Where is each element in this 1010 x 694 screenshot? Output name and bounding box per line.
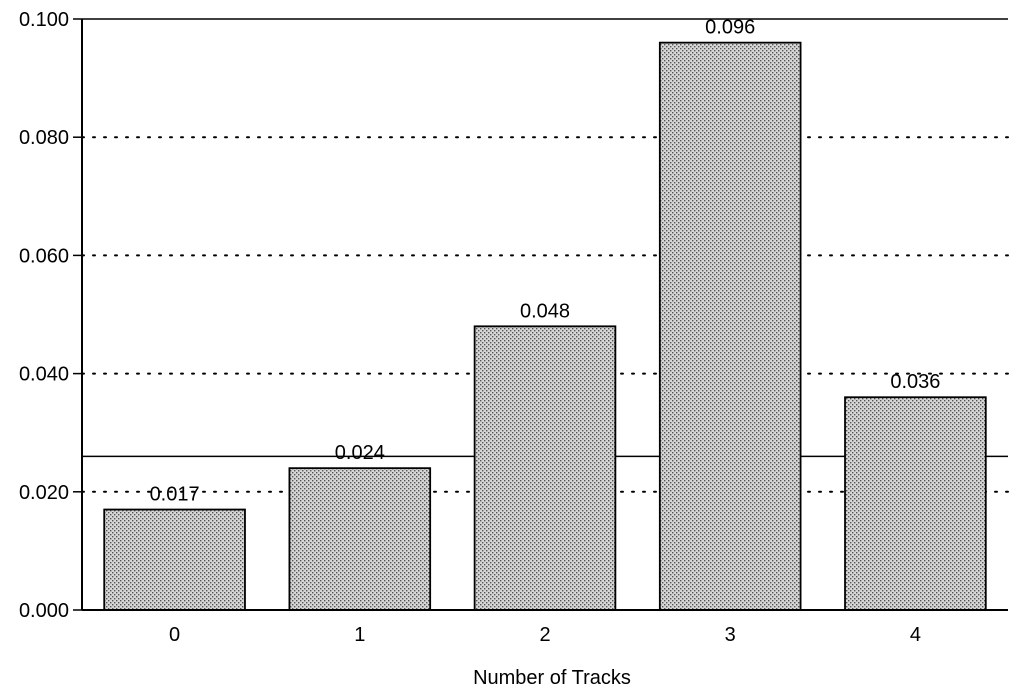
bar — [473, 325, 617, 611]
y-tick-label: 0.080 — [19, 127, 69, 149]
bar — [844, 396, 987, 611]
bar-value-label: 0.024 — [335, 442, 385, 464]
axes — [73, 18, 1008, 611]
bar-value-label: 0.096 — [705, 17, 755, 39]
y-tick-label: 0.000 — [19, 600, 69, 622]
x-tick-label: 1 — [354, 624, 365, 646]
y-tick-label: 0.100 — [19, 9, 69, 31]
bar-value-label: 0.017 — [150, 484, 200, 506]
y-tick-label: 0.060 — [19, 245, 69, 267]
bar — [658, 41, 802, 611]
x-axis-title: Number of Tracks — [473, 667, 631, 689]
x-tick-label: 0 — [169, 624, 180, 646]
y-tick-label: 0.020 — [19, 482, 69, 504]
labels: 0.000 0.020 0.040 0.060 0.080 0.100 0.017 0 0.02… — [19, 9, 940, 646]
bar — [103, 508, 246, 611]
y-tick-label: 0.040 — [19, 364, 69, 386]
bar-value-label: 0.036 — [890, 371, 940, 393]
x-tick-label: 4 — [910, 624, 921, 646]
bar-value-label: 0.048 — [520, 300, 570, 322]
x-tick-label: 3 — [725, 624, 736, 646]
bars — [103, 41, 987, 611]
x-tick-label: 2 — [539, 624, 550, 646]
bar — [288, 467, 432, 611]
